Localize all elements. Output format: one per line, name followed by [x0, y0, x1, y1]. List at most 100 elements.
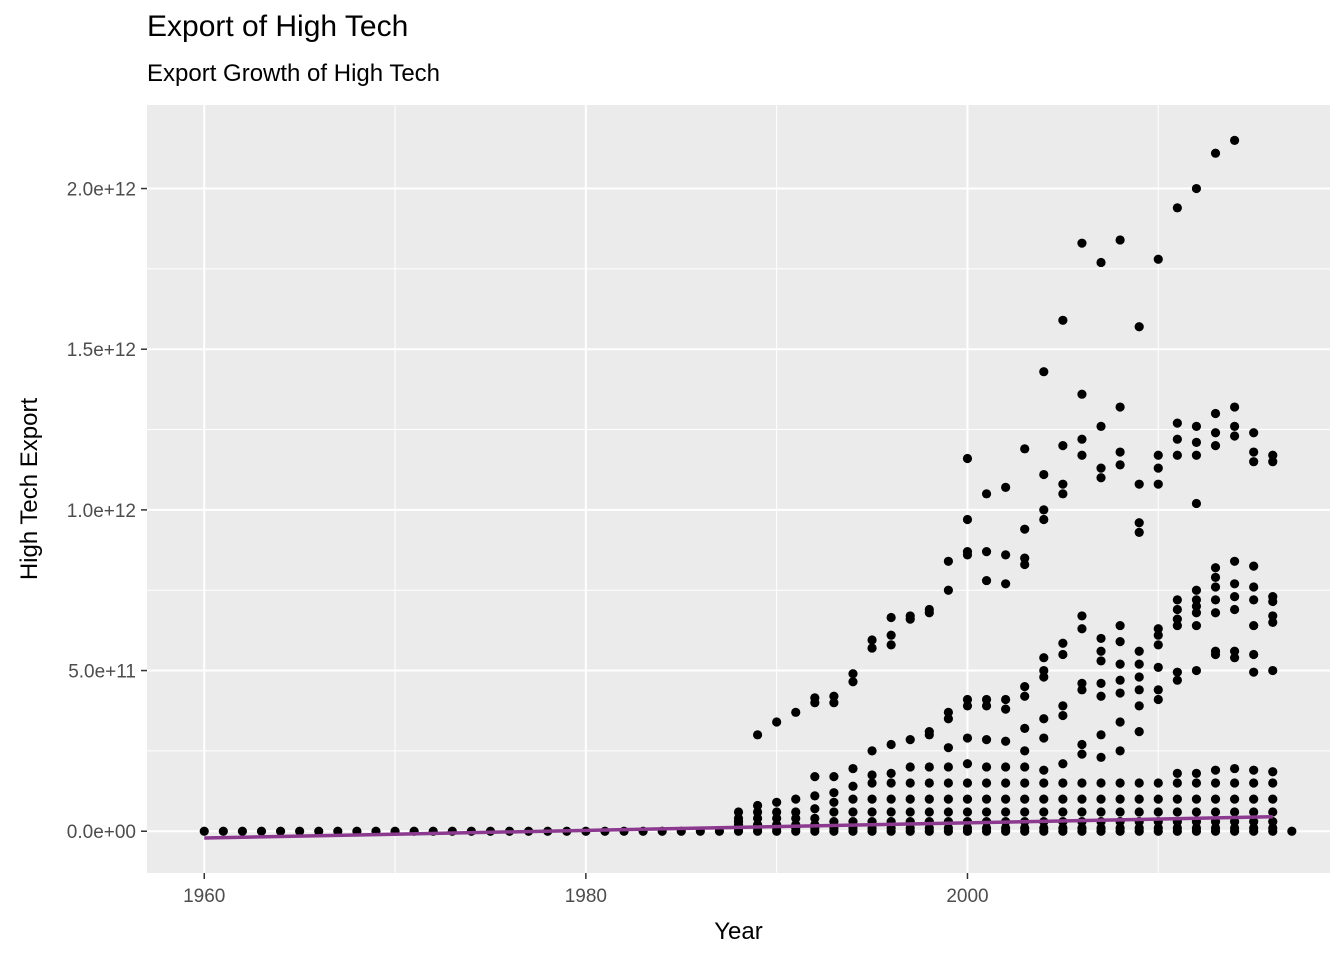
data-point	[1001, 823, 1011, 833]
data-point	[1077, 238, 1087, 248]
data-point	[1210, 765, 1221, 775]
data-point	[772, 797, 782, 807]
data-point	[1039, 505, 1049, 515]
data-point	[1191, 595, 1202, 605]
data-point	[1191, 608, 1202, 618]
y-axis-label: High Tech Export	[16, 398, 43, 581]
data-point	[1115, 637, 1125, 647]
data-point	[1020, 444, 1030, 454]
data-point	[1020, 524, 1030, 534]
data-point	[810, 804, 820, 814]
data-point	[1172, 604, 1182, 615]
data-point	[1058, 489, 1068, 499]
data-point	[1229, 763, 1240, 774]
data-point	[1115, 794, 1125, 804]
data-points	[199, 135, 1297, 836]
data-point	[1210, 646, 1221, 656]
x-tick-label: 1960	[183, 886, 225, 907]
data-point	[1210, 148, 1221, 158]
data-point	[1115, 778, 1125, 788]
data-point	[1058, 759, 1068, 769]
data-point	[1096, 691, 1106, 701]
data-point	[943, 762, 953, 772]
data-point	[1191, 768, 1202, 778]
chart-subtitle: Export Growth of High Tech	[147, 60, 441, 87]
data-point	[1039, 733, 1049, 743]
data-point	[829, 797, 839, 807]
data-point	[1115, 746, 1125, 756]
data-point	[1249, 561, 1259, 571]
data-point	[1039, 469, 1049, 480]
data-point	[962, 453, 973, 464]
data-point	[1268, 807, 1278, 817]
data-point	[810, 693, 820, 703]
data-point	[1001, 704, 1011, 714]
data-point	[1134, 659, 1144, 669]
data-point	[924, 762, 934, 772]
data-point	[1134, 823, 1144, 833]
data-point	[867, 746, 877, 756]
data-point	[943, 714, 953, 724]
data-point	[1020, 746, 1030, 756]
data-point	[962, 759, 973, 769]
data-point	[1134, 807, 1144, 817]
data-point	[886, 768, 896, 778]
data-point	[905, 762, 915, 772]
data-point	[886, 640, 896, 650]
data-point	[1249, 807, 1259, 817]
data-point	[1172, 667, 1182, 677]
chart-title: Export of High Tech	[147, 10, 409, 43]
data-point	[1268, 665, 1278, 676]
data-point	[1096, 807, 1106, 817]
axis-ticks: 1960 1980 2000 0.0e+00 5.0e+11 1.0e+12 1.5e+12…	[67, 180, 989, 907]
y-tick-label: 5.0e+11	[68, 662, 136, 683]
data-point	[1268, 592, 1278, 602]
data-point	[256, 826, 267, 836]
data-point	[1134, 685, 1144, 695]
data-point	[1020, 762, 1030, 772]
data-point	[1172, 614, 1182, 624]
data-point	[1096, 646, 1106, 656]
data-point	[1020, 807, 1030, 817]
data-point	[1153, 794, 1163, 804]
data-point	[1058, 649, 1068, 660]
data-point	[1172, 595, 1182, 605]
data-point	[943, 794, 953, 804]
data-point	[1191, 585, 1202, 595]
data-point	[810, 813, 820, 823]
data-point	[1115, 447, 1125, 457]
trend-line-group	[204, 815, 1273, 840]
data-point	[943, 807, 953, 817]
data-point	[1077, 739, 1087, 750]
x-tick-label: 2000	[946, 886, 988, 907]
data-point	[886, 612, 896, 623]
data-point	[1191, 450, 1202, 460]
data-point	[1172, 434, 1182, 444]
data-point	[829, 807, 839, 817]
data-point	[1115, 688, 1125, 698]
data-point	[1210, 582, 1221, 592]
data-point	[1172, 203, 1182, 213]
data-point	[1153, 778, 1163, 788]
data-point	[886, 630, 896, 640]
data-point	[295, 826, 305, 836]
data-point	[962, 733, 973, 743]
data-point	[981, 794, 992, 804]
data-point	[810, 791, 820, 801]
data-point	[943, 585, 953, 595]
data-point	[1134, 701, 1144, 711]
data-point	[1096, 421, 1106, 431]
data-point	[1191, 823, 1202, 833]
data-point	[1210, 778, 1221, 788]
data-point	[1249, 765, 1259, 775]
data-point	[1172, 794, 1182, 804]
data-point	[1210, 823, 1221, 833]
data-point	[1172, 823, 1182, 833]
data-point	[1096, 473, 1106, 483]
data-point	[199, 826, 209, 836]
data-point	[1077, 678, 1087, 689]
data-point	[1172, 620, 1182, 631]
data-point	[1039, 367, 1049, 377]
data-point	[1058, 823, 1068, 833]
data-point	[886, 794, 896, 804]
